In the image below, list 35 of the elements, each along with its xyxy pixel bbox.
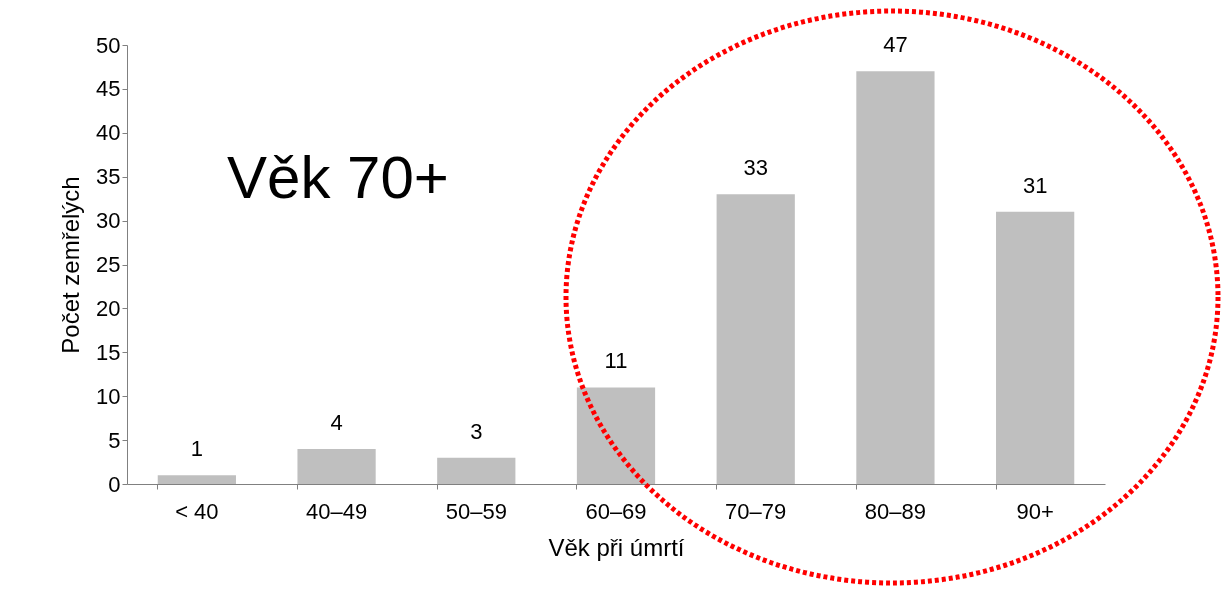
bar (856, 71, 935, 484)
data-label: 3 (470, 418, 483, 444)
bar (297, 448, 376, 484)
bar (576, 387, 656, 484)
data-label: 47 (883, 32, 908, 58)
y-tick-label: 15 (96, 339, 121, 365)
x-tick-label: 70–79 (725, 498, 787, 524)
bar (716, 194, 795, 484)
y-tick-label: 25 (96, 252, 121, 277)
y-tick-label: 10 (96, 383, 121, 409)
y-tick-label: 45 (96, 76, 121, 102)
data-label: 1 (190, 436, 203, 462)
bar (996, 211, 1075, 484)
x-tick-label: 90+ (1016, 498, 1054, 524)
y-tick-label: 0 (108, 471, 121, 497)
y-tick-label: 35 (96, 164, 121, 190)
y-axis-title: Počet zemřelých (57, 176, 85, 354)
x-tick-label: 40–49 (305, 498, 368, 524)
x-tick-label: < 40 (175, 498, 219, 524)
data-label: 33 (743, 155, 768, 181)
y-tick-label: 30 (96, 208, 121, 234)
x-axis-title: Věk při úmrtí (548, 533, 685, 561)
y-tick-label: 5 (108, 427, 121, 453)
x-tick-label: 80–89 (864, 498, 927, 524)
y-tick-label: 40 (96, 120, 121, 146)
data-label: 31 (1022, 172, 1048, 198)
y-tick-label: 50 (96, 32, 121, 58)
annotation: Věk 70+ (227, 144, 449, 211)
bar (437, 457, 516, 484)
x-tick-label: 60–69 (585, 498, 647, 524)
data-label: 4 (330, 409, 343, 435)
bar (157, 475, 236, 484)
x-tick-label: 50–59 (445, 498, 507, 524)
y-tick-label: 20 (96, 295, 121, 321)
data-label: 11 (604, 348, 628, 374)
